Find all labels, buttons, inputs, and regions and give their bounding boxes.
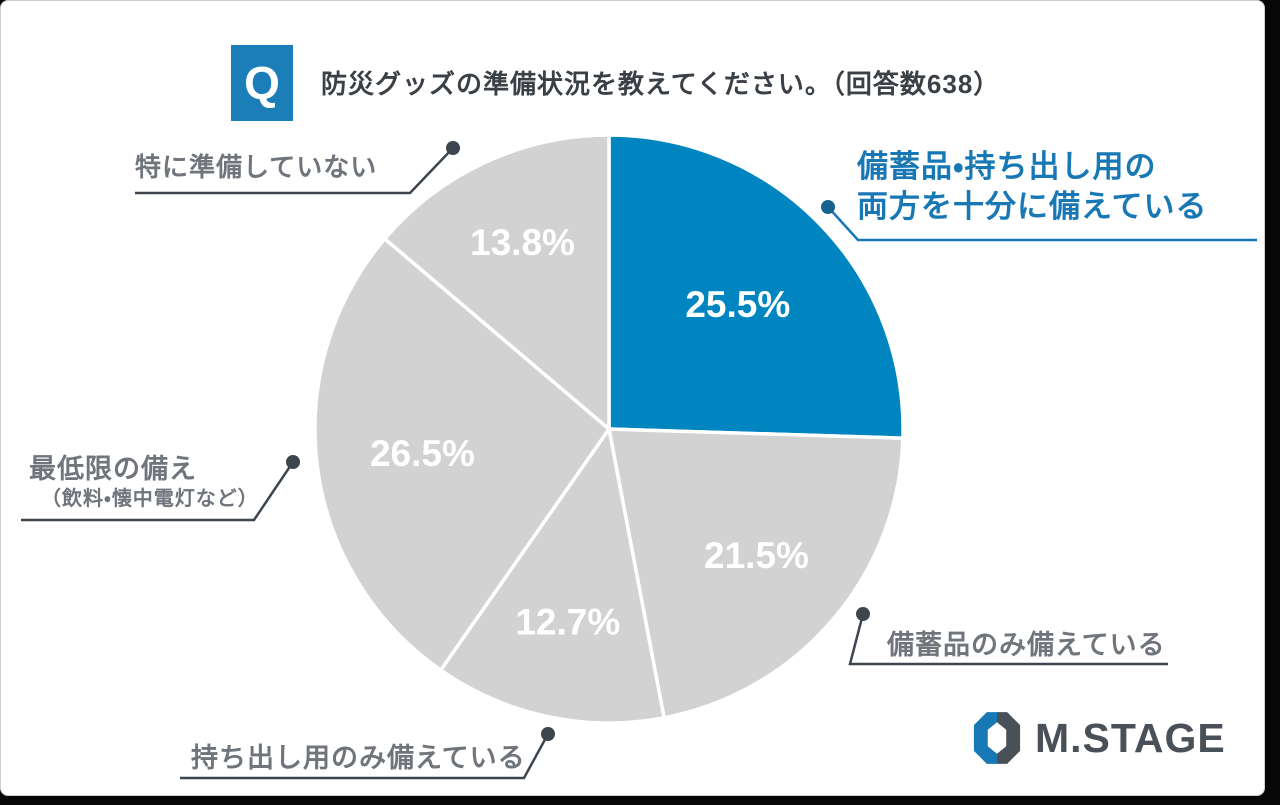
callout-label-minimum-prepared: 最低限の備え <box>29 454 197 484</box>
pie-slice-1 <box>607 427 905 720</box>
callout-dot-top-left <box>446 141 460 155</box>
logo-octagon-right <box>997 712 1021 764</box>
logo-octagon-hole <box>987 722 1007 754</box>
callout-dot-bottom-left <box>541 727 555 741</box>
callout-dot-left <box>286 455 300 469</box>
mstage-logo: M.STAGE <box>973 711 1226 765</box>
callout-connector-bottom-right <box>848 607 1168 666</box>
percent-label-4: 13.8% <box>470 222 575 263</box>
mstage-logo-icon <box>973 712 1021 764</box>
callout-label-minimum-prepared-note: （飲料・懐中電灯など） <box>41 488 259 510</box>
callout-label-fully-prepared-line1: 備蓄品・持ち出し用の <box>857 149 1157 184</box>
callout-line-top-left <box>135 147 454 195</box>
pie-chart-svg: 25.5% 21.5% 12.7% 26.5% 13.8% <box>21 133 1257 780</box>
logo-octagon-left <box>973 712 997 764</box>
callout-connector-top-right <box>821 200 1257 242</box>
callout-label-fully-prepared-line2: 両方を十分に備えている <box>857 189 1208 224</box>
callout-dot-bottom-right <box>856 607 870 621</box>
percent-labels: 25.5% 21.5% 12.7% 26.5% 13.8% <box>370 222 809 642</box>
percent-label-2: 12.7% <box>515 602 620 643</box>
pie-slice-2 <box>438 427 666 725</box>
question-badge: Q <box>231 45 293 121</box>
callout-line-left <box>21 461 295 522</box>
callout-label-gobag-only: 持ち出し用のみ備えている <box>191 743 526 773</box>
survey-infographic-card: Q 防災グッズの準備状況を教えてください。（回答数638） 25.5% 21.5%… <box>0 0 1265 796</box>
percent-label-1: 21.5% <box>704 535 809 576</box>
callout-line-bottom-left <box>180 733 550 780</box>
pie-slices <box>313 133 905 725</box>
callout-dot-top-right <box>821 200 835 214</box>
question-badge-letter: Q <box>244 57 280 109</box>
callout-connector-top-left <box>135 141 460 195</box>
callout-label-stockpile-only: 備蓄品のみ備えている <box>887 630 1166 660</box>
percent-label-3: 26.5% <box>370 433 475 474</box>
pie-slice-3 <box>313 237 611 672</box>
callout-label-none-prepared: 特に準備していない <box>135 152 378 182</box>
percent-label-0: 25.5% <box>685 284 790 325</box>
callout-connector-left <box>21 455 300 522</box>
mstage-logo-text: M.STAGE <box>1035 714 1226 761</box>
callout-label-fully-prepared: 備蓄品・持ち出し用の 両方を十分に備えている <box>857 147 1207 227</box>
pie-slice-0 <box>607 133 905 440</box>
callout-line-bottom-right <box>848 613 1168 666</box>
callout-connector-bottom-left <box>180 727 555 780</box>
question-title: 防災グッズの準備状況を教えてください。（回答数638） <box>321 69 1001 99</box>
callout-line-top-right <box>827 206 1257 242</box>
pie-slice-4 <box>383 133 611 431</box>
